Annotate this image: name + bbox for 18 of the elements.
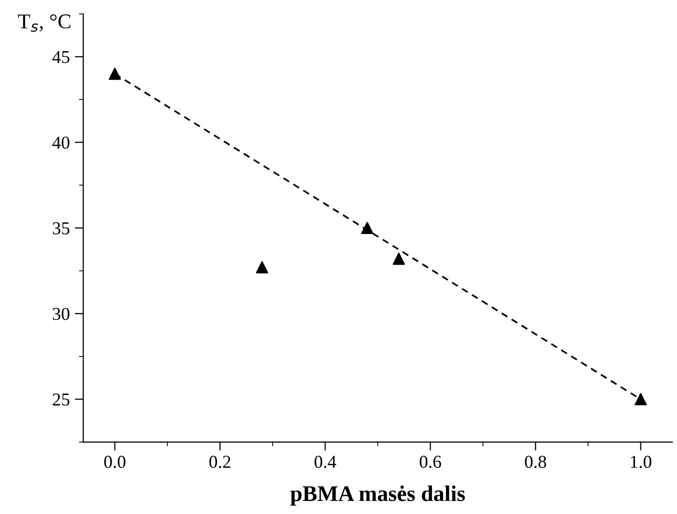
y-tick-label: 40 <box>52 136 70 149</box>
x-tick-label: 0.2 <box>209 456 230 468</box>
point <box>361 222 374 234</box>
y-axis-title: T$_{s}$, °C <box>18 14 70 32</box>
x-axis-title: pBMA masės dalis <box>290 485 465 506</box>
y-tick-label: 35 <box>52 222 70 234</box>
x-tick-label: 0.4 <box>314 456 336 468</box>
x-tick-label: 0.6 <box>420 456 442 468</box>
point <box>392 252 405 265</box>
point <box>108 68 121 80</box>
y-tick-label: 45 <box>52 51 70 64</box>
point <box>256 261 268 274</box>
y-tick-label: 30 <box>52 308 70 320</box>
x-tick-label: 1.0 <box>631 456 652 468</box>
y-tick-label: 25 <box>52 394 70 406</box>
x-tick-label: 0.8 <box>524 456 546 468</box>
x-tick-label: 0.0 <box>104 456 126 468</box>
point <box>634 393 647 406</box>
